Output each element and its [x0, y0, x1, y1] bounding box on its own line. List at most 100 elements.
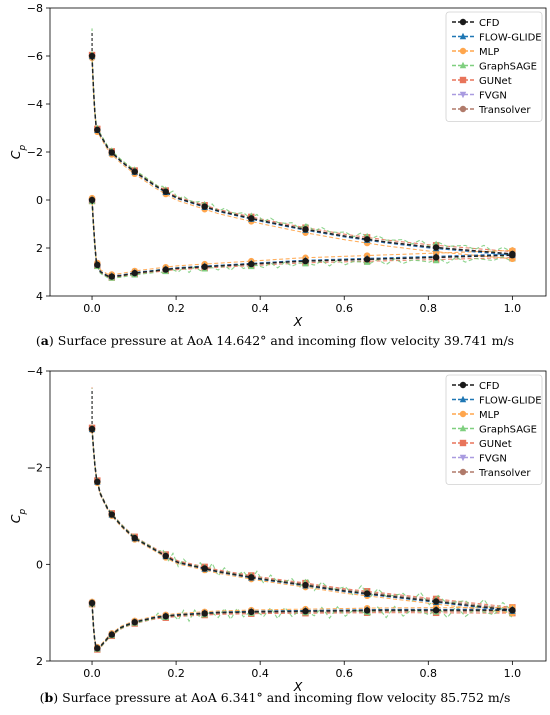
y-tick-label: −2	[27, 146, 43, 159]
chart-panel-a: 0.0 0.2 0.4 0.6 0.8 1.0 −8 −6 −4 −2 0 2 4 X Cp CFD FLOW-…	[8, 2, 547, 329]
legend-label: FVGN	[479, 91, 507, 102]
caption-letter: b	[44, 690, 54, 705]
chart-panel-b: 0.0 0.2 0.4 0.6 0.8 1.0 −4 −2 0 2 X Cp CFD FLOW-GLIDE…	[8, 365, 547, 694]
data-point	[248, 215, 255, 222]
series-line	[91, 55, 513, 255]
y-tick-label: 4	[36, 290, 43, 303]
series-line	[91, 198, 513, 276]
legend-marker	[459, 468, 467, 476]
series-cfd	[88, 32, 516, 280]
legend-marker	[459, 439, 467, 447]
series-line	[91, 199, 513, 277]
data-point	[131, 269, 138, 277]
y-tick-label: −2	[27, 462, 43, 475]
data-point	[432, 598, 440, 605]
data-point	[248, 608, 255, 616]
data-point	[201, 203, 208, 210]
caption-b: (b) Surface pressure at AoA 6.341° and i…	[39, 690, 511, 705]
x-tick-label: 0.2	[167, 302, 185, 315]
series-line	[91, 602, 513, 651]
legend-label: Transolver	[478, 468, 531, 479]
legend-label: GUNet	[479, 439, 512, 450]
data-point	[432, 607, 440, 614]
y-tick-label: 2	[36, 655, 43, 668]
legend-label: GUNet	[479, 76, 512, 87]
data-point	[94, 126, 101, 134]
x-tick-label: 0.6	[335, 667, 353, 680]
legend-marker	[459, 61, 467, 69]
y-tick-label: −4	[27, 365, 43, 378]
data-point	[432, 254, 440, 261]
data-point	[248, 574, 255, 581]
x-tick-label: 0.0	[83, 302, 101, 315]
y-tick-label: 0	[36, 194, 43, 207]
data-point	[509, 252, 516, 259]
data-point	[108, 631, 115, 638]
y-tick-label: −8	[27, 2, 43, 15]
legend-label: GraphSAGE	[479, 425, 537, 436]
data-point	[302, 581, 309, 589]
x-axis-label: X	[293, 314, 303, 329]
legend-marker	[459, 410, 467, 418]
data-point	[363, 607, 371, 614]
series-line	[91, 201, 513, 279]
legend-label: FLOW-GLIDE	[479, 33, 542, 44]
data-point	[94, 478, 101, 485]
legend-marker	[459, 424, 467, 432]
series-line	[91, 199, 513, 278]
data-point	[509, 607, 516, 614]
legend-marker	[459, 381, 467, 389]
x-tick-label: 0.8	[420, 667, 438, 680]
data-point	[302, 607, 309, 615]
y-tick-label: −6	[27, 50, 43, 63]
x-tick-label: 0.6	[335, 302, 353, 315]
data-point	[131, 618, 138, 626]
x-tick-label: 0.0	[83, 667, 101, 680]
x-tick-label: 1.0	[504, 667, 522, 680]
legend-marker	[459, 76, 467, 84]
x-tick-label: 0.2	[167, 667, 185, 680]
series-line	[91, 199, 513, 278]
caption-letter: a	[40, 333, 49, 348]
legend-label: GraphSAGE	[479, 62, 537, 73]
plot-frame	[49, 370, 547, 662]
y-tick-label: 2	[36, 242, 43, 255]
series-cfd	[88, 390, 516, 652]
series-line	[91, 57, 513, 260]
x-tick-label: 0.4	[251, 302, 269, 315]
caption-text: Surface pressure at AoA 14.642° and inco…	[57, 333, 515, 348]
legend-marker	[459, 47, 467, 55]
y-tick-label: −4	[27, 98, 43, 111]
series-line	[91, 200, 513, 279]
data-point	[108, 511, 115, 518]
data-point	[162, 188, 169, 195]
legend-marker	[459, 18, 467, 26]
data-point	[201, 565, 208, 572]
y-axis-label: Cp	[8, 144, 28, 159]
data-point	[88, 599, 96, 607]
data-point	[363, 590, 371, 597]
legend-label: MLP	[479, 47, 499, 58]
legend-label: Transolver	[478, 105, 531, 116]
series-line	[91, 199, 513, 277]
x-tick-label: 1.0	[504, 302, 522, 315]
legend-marker	[459, 454, 467, 462]
y-tick-label: 0	[36, 558, 43, 571]
data-point	[131, 168, 138, 175]
legend-marker	[459, 395, 467, 403]
legend-label: FLOW-GLIDE	[479, 396, 542, 407]
series-line	[91, 54, 513, 253]
series-line	[91, 430, 513, 614]
data-point	[162, 613, 169, 620]
data-point	[302, 257, 309, 265]
data-point	[201, 610, 208, 617]
legend-label: MLP	[479, 410, 499, 421]
data-point	[131, 534, 138, 542]
legend-marker	[459, 32, 467, 40]
data-point	[94, 261, 101, 269]
data-point	[162, 266, 169, 273]
series-line	[91, 601, 513, 649]
data-point	[363, 256, 371, 263]
y-axis-label: Cp	[8, 508, 28, 523]
caption-text: Surface pressure at AoA 6.341° and incom…	[62, 690, 511, 705]
